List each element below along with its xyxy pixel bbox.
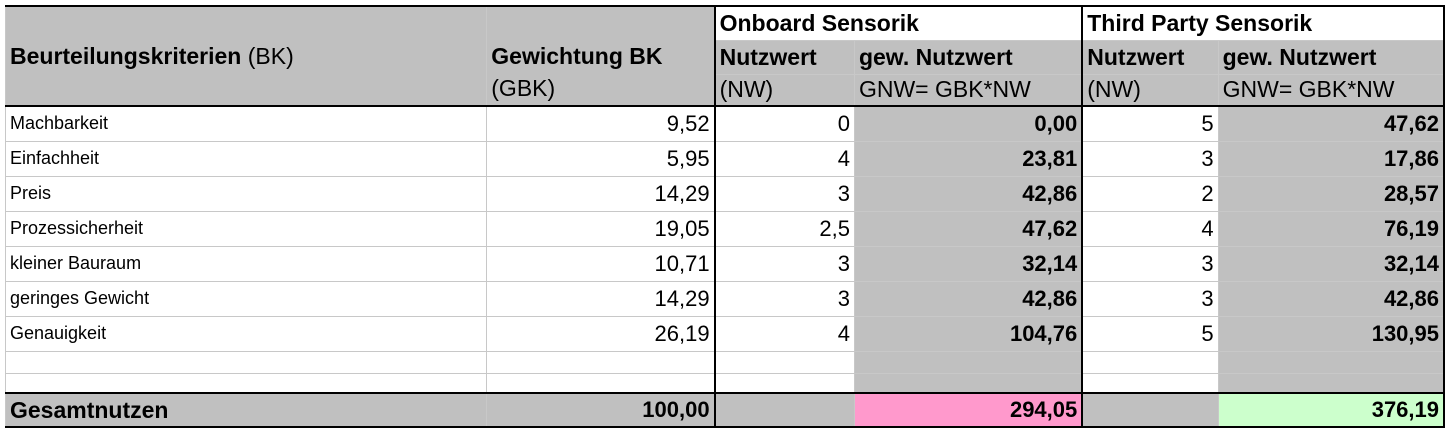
table-row: kleiner Bauraum 10,71 3 32,14 3 32,14 <box>4 245 1445 282</box>
total-third-gnw[interactable]: 376,19 <box>1217 392 1445 428</box>
empty-cell[interactable] <box>1081 350 1219 374</box>
weight-header-sub: (GBK) <box>491 75 556 101</box>
weight-cell[interactable]: 9,52 <box>486 105 716 142</box>
empty-cell[interactable] <box>1217 372 1445 394</box>
third-nw-cell[interactable]: 3 <box>1081 280 1219 317</box>
spreadsheet: Beurteilungskriterien (BK) Gewichtung BK… <box>4 5 1445 439</box>
total-row: Gesamtnutzen 100,00 294,05 376,19 <box>4 392 1445 428</box>
weight-cell[interactable]: 26,19 <box>486 315 716 352</box>
table-row: Preis 14,29 3 42,86 2 28,57 <box>4 175 1445 212</box>
onboard-gnw-cell[interactable]: 32,14 <box>853 245 1084 282</box>
empty-cell[interactable] <box>486 372 716 394</box>
onboard-nw-cell[interactable]: 3 <box>713 280 855 317</box>
third-gnw-cell[interactable]: 42,86 <box>1217 280 1445 317</box>
criterion-cell[interactable]: Prozessicherheit <box>4 210 488 247</box>
onboard-gnw-cell[interactable]: 42,86 <box>853 280 1084 317</box>
onboard-nw-sub[interactable]: (NW) <box>713 73 855 107</box>
header-row-groups: Beurteilungskriterien (BK) Gewichtung BK… <box>4 5 1445 107</box>
onboard-nw-cell[interactable]: 2,5 <box>713 210 855 247</box>
criterion-cell[interactable]: Preis <box>4 175 488 212</box>
third-gnw-sub[interactable]: GNW= GBK*NW <box>1217 73 1445 107</box>
criterion-cell[interactable]: Einfachheit <box>4 140 488 177</box>
onboard-gnw-sub[interactable]: GNW= GBK*NW <box>853 73 1084 107</box>
third-nw-cell[interactable]: 5 <box>1081 315 1219 352</box>
criteria-header: Beurteilungskriterien (BK) <box>10 42 294 69</box>
group-onboard-header[interactable]: Onboard Sensorik <box>713 5 1084 40</box>
table-row: geringes Gewicht 14,29 3 42,86 3 42,86 <box>4 280 1445 317</box>
header-row-subs: (NW) GNW= GBK*NW (NW) GNW= GBK*NW <box>6 73 1445 107</box>
table-row: Einfachheit 5,95 4 23,81 3 17,86 <box>4 140 1445 177</box>
total-third-nw[interactable] <box>1081 392 1219 428</box>
weight-header-title: Gewichtung BK <box>491 43 663 69</box>
empty-cell[interactable] <box>4 372 488 394</box>
onboard-nw-header[interactable]: Nutzwert <box>713 39 855 75</box>
criteria-header-cell[interactable]: Beurteilungskriterien (BK) <box>4 5 488 107</box>
third-gnw-cell[interactable]: 32,14 <box>1217 245 1445 282</box>
criterion-cell[interactable]: Genauigkeit <box>4 315 488 352</box>
onboard-nw-cell[interactable]: 3 <box>713 245 855 282</box>
weight-header-cell[interactable]: Gewichtung BK (GBK) <box>486 5 716 107</box>
total-weight[interactable]: 100,00 <box>486 392 716 428</box>
empty-cell[interactable] <box>853 372 1084 394</box>
empty-row <box>4 350 1445 374</box>
third-gnw-cell[interactable]: 28,57 <box>1217 175 1445 212</box>
total-label[interactable]: Gesamtnutzen <box>4 392 488 428</box>
evaluation-table: Beurteilungskriterien (BK) Gewichtung BK… <box>4 5 1445 428</box>
weight-cell[interactable]: 19,05 <box>486 210 716 247</box>
weight-cell[interactable]: 14,29 <box>486 280 716 317</box>
empty-cell[interactable] <box>853 350 1084 374</box>
total-onboard-nw[interactable] <box>713 392 855 428</box>
third-gnw-cell[interactable]: 47,62 <box>1217 105 1445 142</box>
empty-cell[interactable] <box>486 350 716 374</box>
third-nw-header[interactable]: Nutzwert <box>1081 39 1219 75</box>
weight-cell[interactable]: 5,95 <box>486 140 716 177</box>
onboard-gnw-cell[interactable]: 104,76 <box>853 315 1084 352</box>
empty-cell[interactable] <box>713 350 855 374</box>
table-row: Genauigkeit 26,19 4 104,76 5 130,95 <box>4 315 1445 352</box>
empty-cell[interactable] <box>1217 350 1445 374</box>
onboard-gnw-cell[interactable]: 0,00 <box>853 105 1084 142</box>
third-nw-cell[interactable]: 4 <box>1081 210 1219 247</box>
header-row-titles: Nutzwert gew. Nutzwert Nutzwert gew. Nut… <box>6 39 1445 75</box>
empty-cell[interactable] <box>1081 372 1219 394</box>
criterion-cell[interactable]: geringes Gewicht <box>4 280 488 317</box>
onboard-gnw-header[interactable]: gew. Nutzwert <box>853 39 1084 75</box>
onboard-nw-cell[interactable]: 4 <box>713 140 855 177</box>
empty-cell[interactable] <box>713 372 855 394</box>
onboard-nw-cell[interactable]: 0 <box>713 105 855 142</box>
onboard-nw-cell[interactable]: 3 <box>713 175 855 212</box>
empty-row <box>4 372 1445 394</box>
third-nw-cell[interactable]: 3 <box>1081 140 1219 177</box>
group-third-party-header[interactable]: Third Party Sensorik <box>1081 5 1445 40</box>
total-onboard-gnw[interactable]: 294,05 <box>853 392 1084 428</box>
weight-cell[interactable]: 14,29 <box>486 175 716 212</box>
onboard-gnw-cell[interactable]: 23,81 <box>853 140 1084 177</box>
criterion-cell[interactable]: kleiner Bauraum <box>4 245 488 282</box>
third-gnw-cell[interactable]: 17,86 <box>1217 140 1445 177</box>
third-gnw-header[interactable]: gew. Nutzwert <box>1217 39 1445 75</box>
weight-cell[interactable]: 10,71 <box>486 245 716 282</box>
onboard-gnw-cell[interactable]: 47,62 <box>853 210 1084 247</box>
table-row: Machbarkeit 9,52 0 0,00 5 47,62 <box>4 105 1445 142</box>
third-nw-cell[interactable]: 2 <box>1081 175 1219 212</box>
third-gnw-cell[interactable]: 130,95 <box>1217 315 1445 352</box>
third-gnw-cell[interactable]: 76,19 <box>1217 210 1445 247</box>
criterion-cell[interactable]: Machbarkeit <box>4 105 488 142</box>
third-nw-sub[interactable]: (NW) <box>1081 73 1219 107</box>
onboard-gnw-cell[interactable]: 42,86 <box>853 175 1084 212</box>
onboard-nw-cell[interactable]: 4 <box>713 315 855 352</box>
third-nw-cell[interactable]: 5 <box>1081 105 1219 142</box>
empty-cell[interactable] <box>4 350 488 374</box>
third-nw-cell[interactable]: 3 <box>1081 245 1219 282</box>
table-row: Prozessicherheit 19,05 2,5 47,62 4 76,19 <box>4 210 1445 247</box>
